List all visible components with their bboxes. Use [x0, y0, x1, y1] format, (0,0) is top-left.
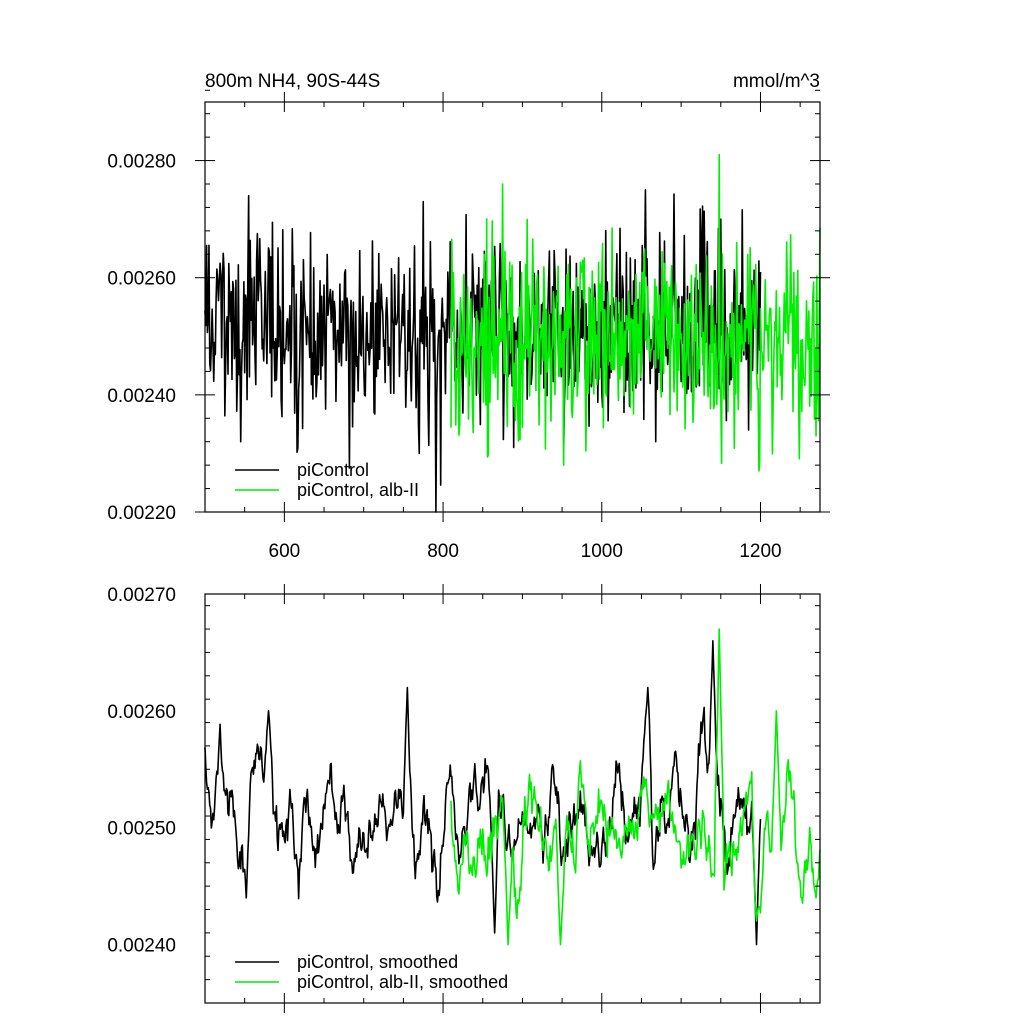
x-tick-label: 1200 [739, 541, 781, 562]
legend-label-picontrol-alb-ii: piControl, alb-II [297, 480, 419, 500]
y-tick-label: 0.00240 [107, 386, 176, 407]
panel-bottom-frame [204, 593, 821, 1004]
series-line-picontrol [204, 189, 762, 513]
x-tick-label: 600 [269, 541, 301, 562]
series-line-picontrol-smoothed [204, 639, 762, 946]
legend-label-picontrol-alb-ii-smoothed: piControl, alb-II, smoothed [297, 972, 508, 992]
y-tick-label: 0.00220 [107, 503, 176, 524]
y-tick-label: 0.00250 [107, 819, 176, 840]
panel-top-frame [204, 101, 821, 513]
panel-bottom-legend: piControl, smoothed piControl, alb-II, s… [235, 952, 508, 992]
y-tick-label: 0.00270 [107, 585, 176, 606]
panel-top-units: mmol/m^3 [733, 71, 820, 92]
panel-top-ticks: 600 800 1000 1200 0.00220 0.00240 0.00260 0.002… [107, 89, 830, 562]
panel-bottom: 0.00240 0.00250 0.00260 0.00270 piControl, … [107, 584, 821, 1013]
y-tick-label: 0.00280 [107, 152, 176, 173]
legend-label-picontrol: piControl [297, 460, 369, 480]
x-tick-label: 1000 [581, 541, 623, 562]
panel-top-legend: piControl piControl, alb-II [235, 460, 419, 500]
series-line-picontrol-alb-ii [450, 153, 821, 472]
x-tick-label: 800 [427, 541, 459, 562]
panel-top-title: 800m NH4, 90S-44S [205, 71, 380, 92]
panel-bottom-series-group [204, 628, 821, 946]
y-tick-label: 0.00240 [107, 936, 176, 957]
y-tick-label: 0.00260 [107, 269, 176, 290]
panel-top-series-group [204, 153, 821, 513]
panel-top: 800m NH4, 90S-44S mmol/m^3 600 800 1000 120… [107, 71, 830, 562]
y-tick-label: 0.00260 [107, 702, 176, 723]
legend-label-picontrol-smoothed: piControl, smoothed [297, 952, 458, 972]
panel-bottom-ticks: 0.00240 0.00250 0.00260 0.00270 [107, 584, 820, 1013]
series-line-picontrol-alb-ii-smoothed [450, 628, 821, 946]
